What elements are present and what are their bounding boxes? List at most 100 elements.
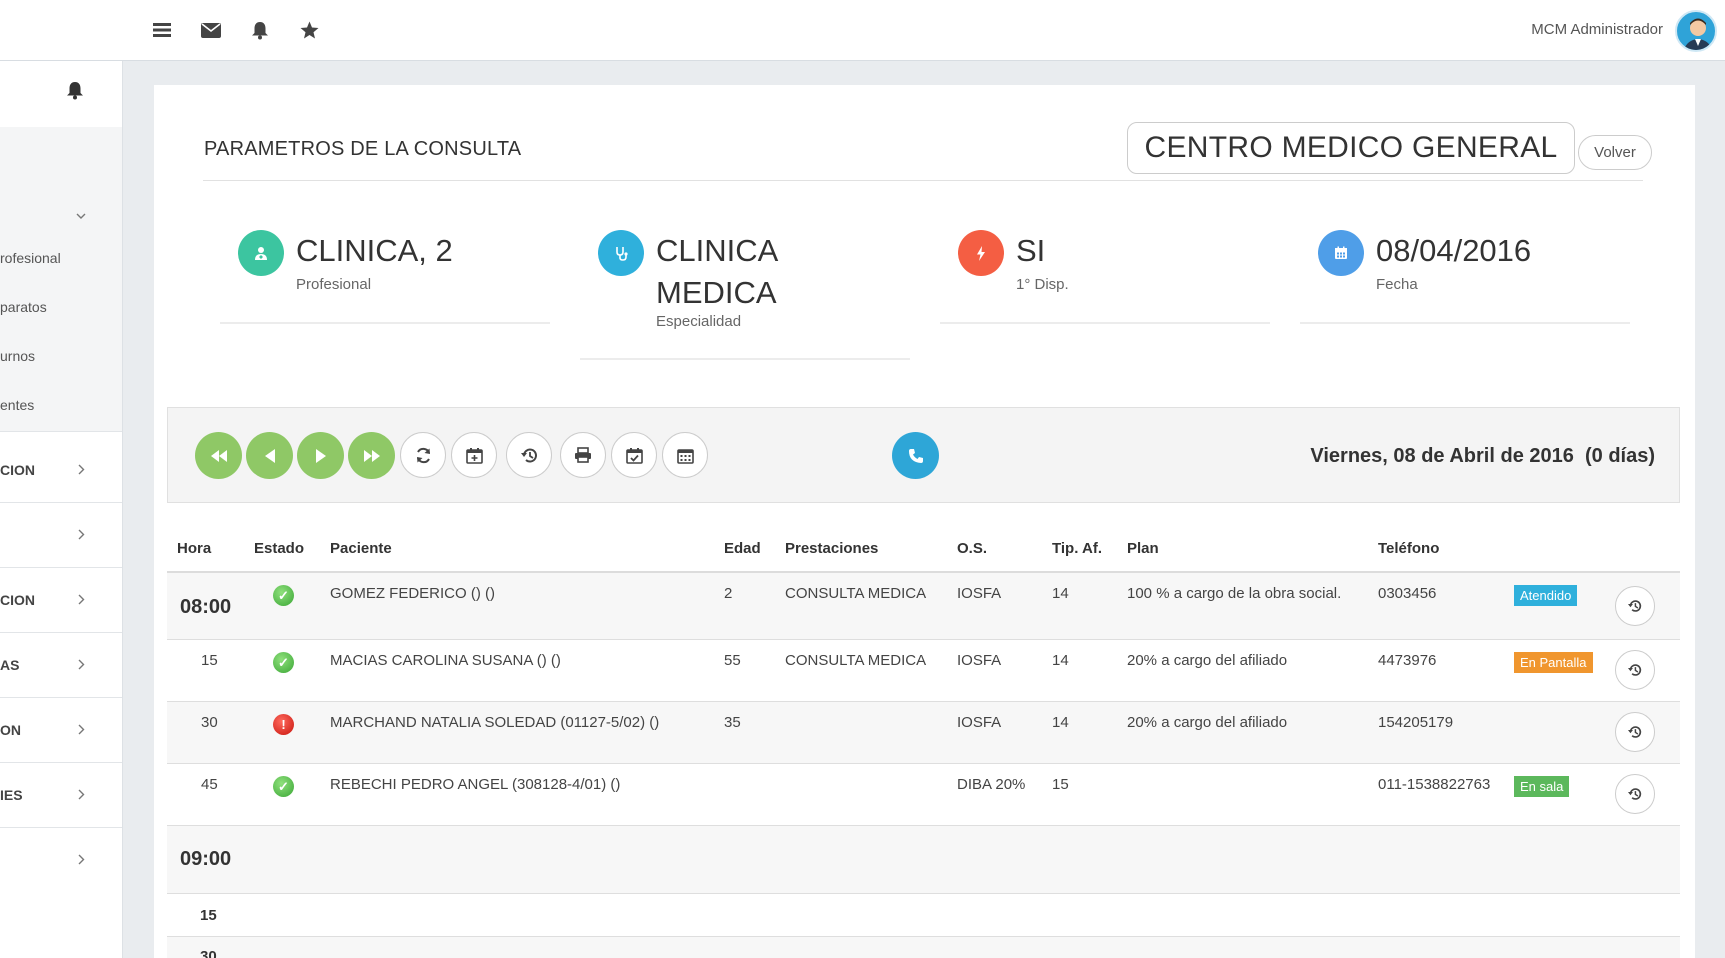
history-icon[interactable] — [1615, 650, 1655, 690]
history-icon[interactable] — [1615, 774, 1655, 814]
calendar-plus-button[interactable] — [451, 432, 497, 478]
sidebar-item-3[interactable]: CION — [0, 568, 122, 633]
cell-hora: 09:00 — [180, 848, 232, 870]
stat-value: CLINICA, 2 — [296, 233, 453, 268]
table-row[interactable]: 45 ✓ REBECHI PEDRO ANGEL (308128-4/01) (… — [167, 764, 1680, 826]
stat-label: Especialidad — [656, 313, 742, 330]
divider — [220, 322, 550, 324]
cell-telefono: 011-1538822763 — [1378, 776, 1491, 793]
user-name[interactable]: MCM Administrador — [1531, 21, 1663, 38]
check-icon: ✓ — [273, 776, 294, 797]
previous-button[interactable] — [246, 432, 293, 479]
refresh-button[interactable] — [400, 432, 446, 478]
column-header-telefono[interactable]: Teléfono — [1378, 540, 1440, 557]
column-header-estado[interactable]: Estado — [254, 540, 305, 557]
table-row[interactable]: 09:00 — [167, 826, 1680, 894]
sidebar-item-label: AS — [0, 657, 20, 673]
menu-icon[interactable] — [150, 18, 174, 42]
cell-telefono: 0303456 — [1378, 585, 1437, 602]
sidebar-subitem-profesional[interactable]: rofesional — [0, 250, 61, 266]
table-row[interactable]: 15 ✓ MACIAS CAROLINA SUSANA () () 55 CON… — [167, 640, 1680, 702]
cell-plan: 20% a cargo del afiliado — [1127, 652, 1288, 669]
chevron-right-icon — [78, 527, 85, 545]
next-button[interactable] — [297, 432, 344, 479]
sidebar: rofesional paratos urnos entes CION CION… — [0, 61, 123, 958]
column-header-tipaf[interactable]: Tip. Af. — [1052, 540, 1102, 557]
sidebar-subitem-aparatos[interactable]: paratos — [0, 299, 47, 315]
divider — [580, 358, 910, 360]
cell-os: IOSFA — [957, 652, 1002, 669]
status-badge: Atendido — [1514, 585, 1578, 606]
table-row[interactable]: 08:00 ✓ GOMEZ FEDERICO () () 2 CONSULTA … — [167, 573, 1680, 640]
chevron-down-icon[interactable] — [76, 207, 86, 225]
sidebar-item-4[interactable]: AS — [0, 633, 122, 698]
cell-hora: 30 — [200, 948, 217, 958]
calendar-check-button[interactable] — [611, 432, 657, 478]
sidebar-item-5[interactable]: ON — [0, 698, 122, 763]
sidebar-bell-icon[interactable] — [66, 81, 84, 105]
star-icon[interactable] — [297, 18, 321, 42]
envelope-icon[interactable] — [199, 18, 223, 42]
schedule-toolbar: Viernes, 08 de Abril de 2016 (0 días) — [167, 407, 1680, 503]
sidebar-item-7[interactable] — [0, 828, 122, 893]
sidebar-item-label: CION — [0, 462, 35, 478]
cell-os: IOSFA — [957, 585, 1002, 602]
cell-hora: 30 — [201, 714, 218, 731]
cell-edad: 2 — [724, 585, 733, 602]
selected-date: Viernes, 08 de Abril de 2016 (0 días) — [1310, 445, 1655, 467]
history-icon[interactable] — [1615, 712, 1655, 752]
check-icon: ✓ — [273, 652, 294, 673]
cell-hora: 45 — [201, 776, 218, 793]
chevron-right-icon — [78, 657, 85, 675]
cell-prestaciones: CONSULTA MEDICA — [785, 652, 927, 669]
column-header-hora[interactable]: Hora — [177, 540, 212, 557]
stethoscope-icon — [598, 230, 644, 276]
calendar-button[interactable] — [662, 432, 708, 478]
sidebar-item-1[interactable]: CION — [0, 438, 122, 503]
back-button[interactable]: Volver — [1578, 135, 1652, 170]
print-button[interactable] — [560, 432, 606, 478]
avatar[interactable] — [1675, 10, 1717, 52]
cell-paciente[interactable]: REBECHI PEDRO ANGEL (308128-4/01) () — [330, 776, 621, 793]
main-panel: PARAMETROS DE LA CONSULTA CENTRO MEDICO … — [154, 85, 1695, 958]
calendar-icon — [1318, 230, 1364, 276]
stat-label: 1° Disp. — [1016, 276, 1069, 293]
status-badge: En sala — [1514, 776, 1570, 797]
cell-paciente[interactable]: MACIAS CAROLINA SUSANA () () — [330, 652, 561, 669]
bolt-icon — [958, 230, 1004, 276]
column-header-plan[interactable]: Plan — [1127, 540, 1159, 557]
cell-os: DIBA 20% — [957, 776, 1026, 793]
sidebar-item-label: ON — [0, 722, 21, 738]
fast-forward-button[interactable] — [348, 432, 395, 479]
cell-tipaf: 15 — [1052, 776, 1069, 793]
column-header-edad[interactable]: Edad — [724, 540, 761, 557]
column-header-os[interactable]: O.S. — [957, 540, 988, 557]
fast-backward-button[interactable] — [195, 432, 242, 479]
table-row[interactable]: 30 ! MARCHAND NATALIA SOLEDAD (01127-5/0… — [167, 702, 1680, 764]
cell-hora: 08:00 — [180, 596, 232, 618]
cell-edad: 35 — [724, 714, 741, 731]
stat-value-line1: CLINICA — [656, 233, 779, 268]
page-title: PARAMETROS DE LA CONSULTA — [204, 138, 522, 160]
cell-paciente[interactable]: GOMEZ FEDERICO () () — [330, 585, 495, 602]
top-navbar: MCM Administrador — [0, 0, 1725, 61]
table-row[interactable]: 30 — [167, 937, 1680, 958]
cell-hora: 15 — [200, 907, 217, 924]
sidebar-subitem-turnos[interactable]: urnos — [0, 348, 36, 364]
bell-icon[interactable] — [248, 18, 272, 42]
table-row[interactable]: 15 — [167, 894, 1680, 937]
cell-telefono: 154205179 — [1378, 714, 1454, 731]
cell-paciente[interactable]: MARCHAND NATALIA SOLEDAD (01127-5/02) () — [330, 714, 660, 731]
sidebar-item-2[interactable] — [0, 503, 122, 568]
center-name-box: CENTRO MEDICO GENERAL — [1127, 122, 1575, 174]
chevron-right-icon — [78, 462, 85, 480]
cell-telefono: 4473976 — [1378, 652, 1437, 669]
cell-tipaf: 14 — [1052, 652, 1069, 669]
column-header-paciente[interactable]: Paciente — [330, 540, 392, 557]
history-icon[interactable] — [1615, 586, 1655, 626]
sidebar-subitem-pacientes[interactable]: entes — [0, 397, 35, 413]
sidebar-item-6[interactable]: IES — [0, 763, 122, 828]
column-header-prestaciones[interactable]: Prestaciones — [785, 540, 879, 557]
call-button[interactable] — [892, 432, 939, 479]
history-button[interactable] — [506, 432, 552, 478]
